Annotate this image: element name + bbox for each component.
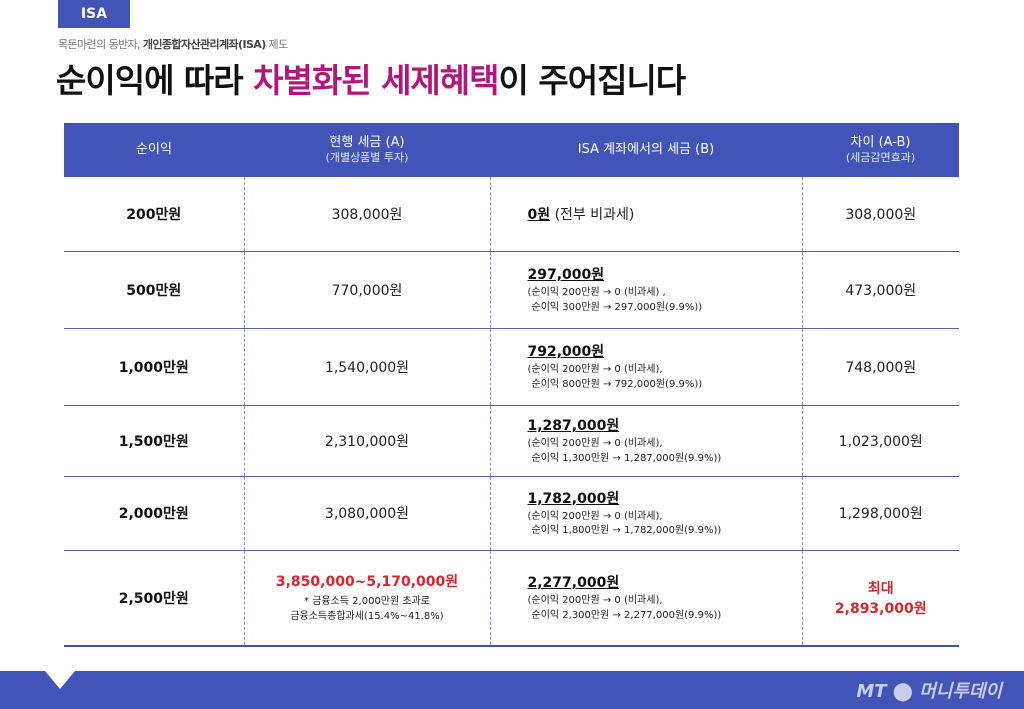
difference-cell: 1,023,000원 [802,405,959,477]
money-today-logo: MT ⬤ 머니투데이 [856,681,1002,702]
difference-cell: 473,000원 [802,251,959,329]
isa-tax-cell: 0원 (전부 비과세) [490,177,803,252]
table-row: 1,000만원 1,540,000원 792,000원 (순이익 200만원 → … [64,328,959,406]
table-row: 2,500만원 3,850,000~5,170,000원 * 금융소득 2,000… [64,550,959,647]
page-title: 순이익에 따라 차별화된 세제혜택이 주어집니다 [56,61,686,100]
table-row: 500만원 770,000원 297,000원 (순이익 200만원 → 0 (비… [64,251,959,329]
footer-bar: MT ⬤ 머니투데이 [0,671,1024,709]
header-isa-tax: ISA 계좌에서의 세금 (B) [490,123,802,177]
isa-tax-cell: 1,287,000원 (순이익 200만원 → 0 (비과세), 순이익 1,300… [490,405,803,477]
isa-tax-cell: 1,782,000원 (순이익 200만원 → 0 (비과세), 순이익 1,800… [490,476,803,551]
current-tax-cell: 2,310,000원 [244,405,491,477]
table-header-row: 순이익 현행 세금 (A) (개별상품별 투자) ISA 계좌에서의 세금 (B)… [64,123,959,177]
difference-cell: 308,000원 [802,177,959,252]
current-tax-cell: 308,000원 [244,177,491,252]
header-current-tax: 현행 세금 (A) (개별상품별 투자) [244,123,490,177]
current-tax-cell: 770,000원 [244,251,491,329]
current-tax-cell: 3,080,000원 [244,476,491,551]
table-row: 200만원 308,000원 0원 (전부 비과세) 308,000원 [64,177,959,252]
current-tax-cell: 1,540,000원 [244,328,491,406]
header-profit: 순이익 [64,123,244,177]
isa-tax-cell: 297,000원 (순이익 200만원 → 0 (비과세) , 순이익 300만원 … [490,251,803,329]
isa-tax-cell: 792,000원 (순이익 200만원 → 0 (비과세), 순이익 800만원 →… [490,328,803,406]
difference-cell: 1,298,000원 [802,476,959,551]
profit-cell: 2,000만원 [64,476,245,551]
current-tax-cell: 3,850,000~5,170,000원 * 금융소득 2,000만원 초과로 금융… [244,550,491,647]
profit-cell: 1,000만원 [64,328,245,406]
profit-cell: 200만원 [64,177,245,252]
tax-comparison-table: 순이익 현행 세금 (A) (개별상품별 투자) ISA 계좌에서의 세금 (B)… [64,123,959,647]
table-row: 2,000만원 3,080,000원 1,782,000원 (순이익 200만원 … [64,476,959,551]
profit-cell: 2,500만원 [64,550,245,647]
table-row: 1,500만원 2,310,000원 1,287,000원 (순이익 200만원 … [64,405,959,477]
category-tag: ISA [58,0,130,28]
isa-tax-cell: 2,277,000원 (순이익 200만원 → 0 (비과세), 순이익 2,300… [490,550,803,647]
difference-cell: 748,000원 [802,328,959,406]
down-arrow-icon [45,671,75,689]
header-difference: 차이 (A-B) (세금감면효과) [802,123,959,177]
profit-cell: 1,500만원 [64,405,245,477]
subtitle: 목돈마련의 동반자, 개인종합자산관리계좌(ISA) 제도 [58,38,288,51]
difference-cell: 최대 2,893,000원 [802,550,959,647]
profit-cell: 500만원 [64,251,245,329]
